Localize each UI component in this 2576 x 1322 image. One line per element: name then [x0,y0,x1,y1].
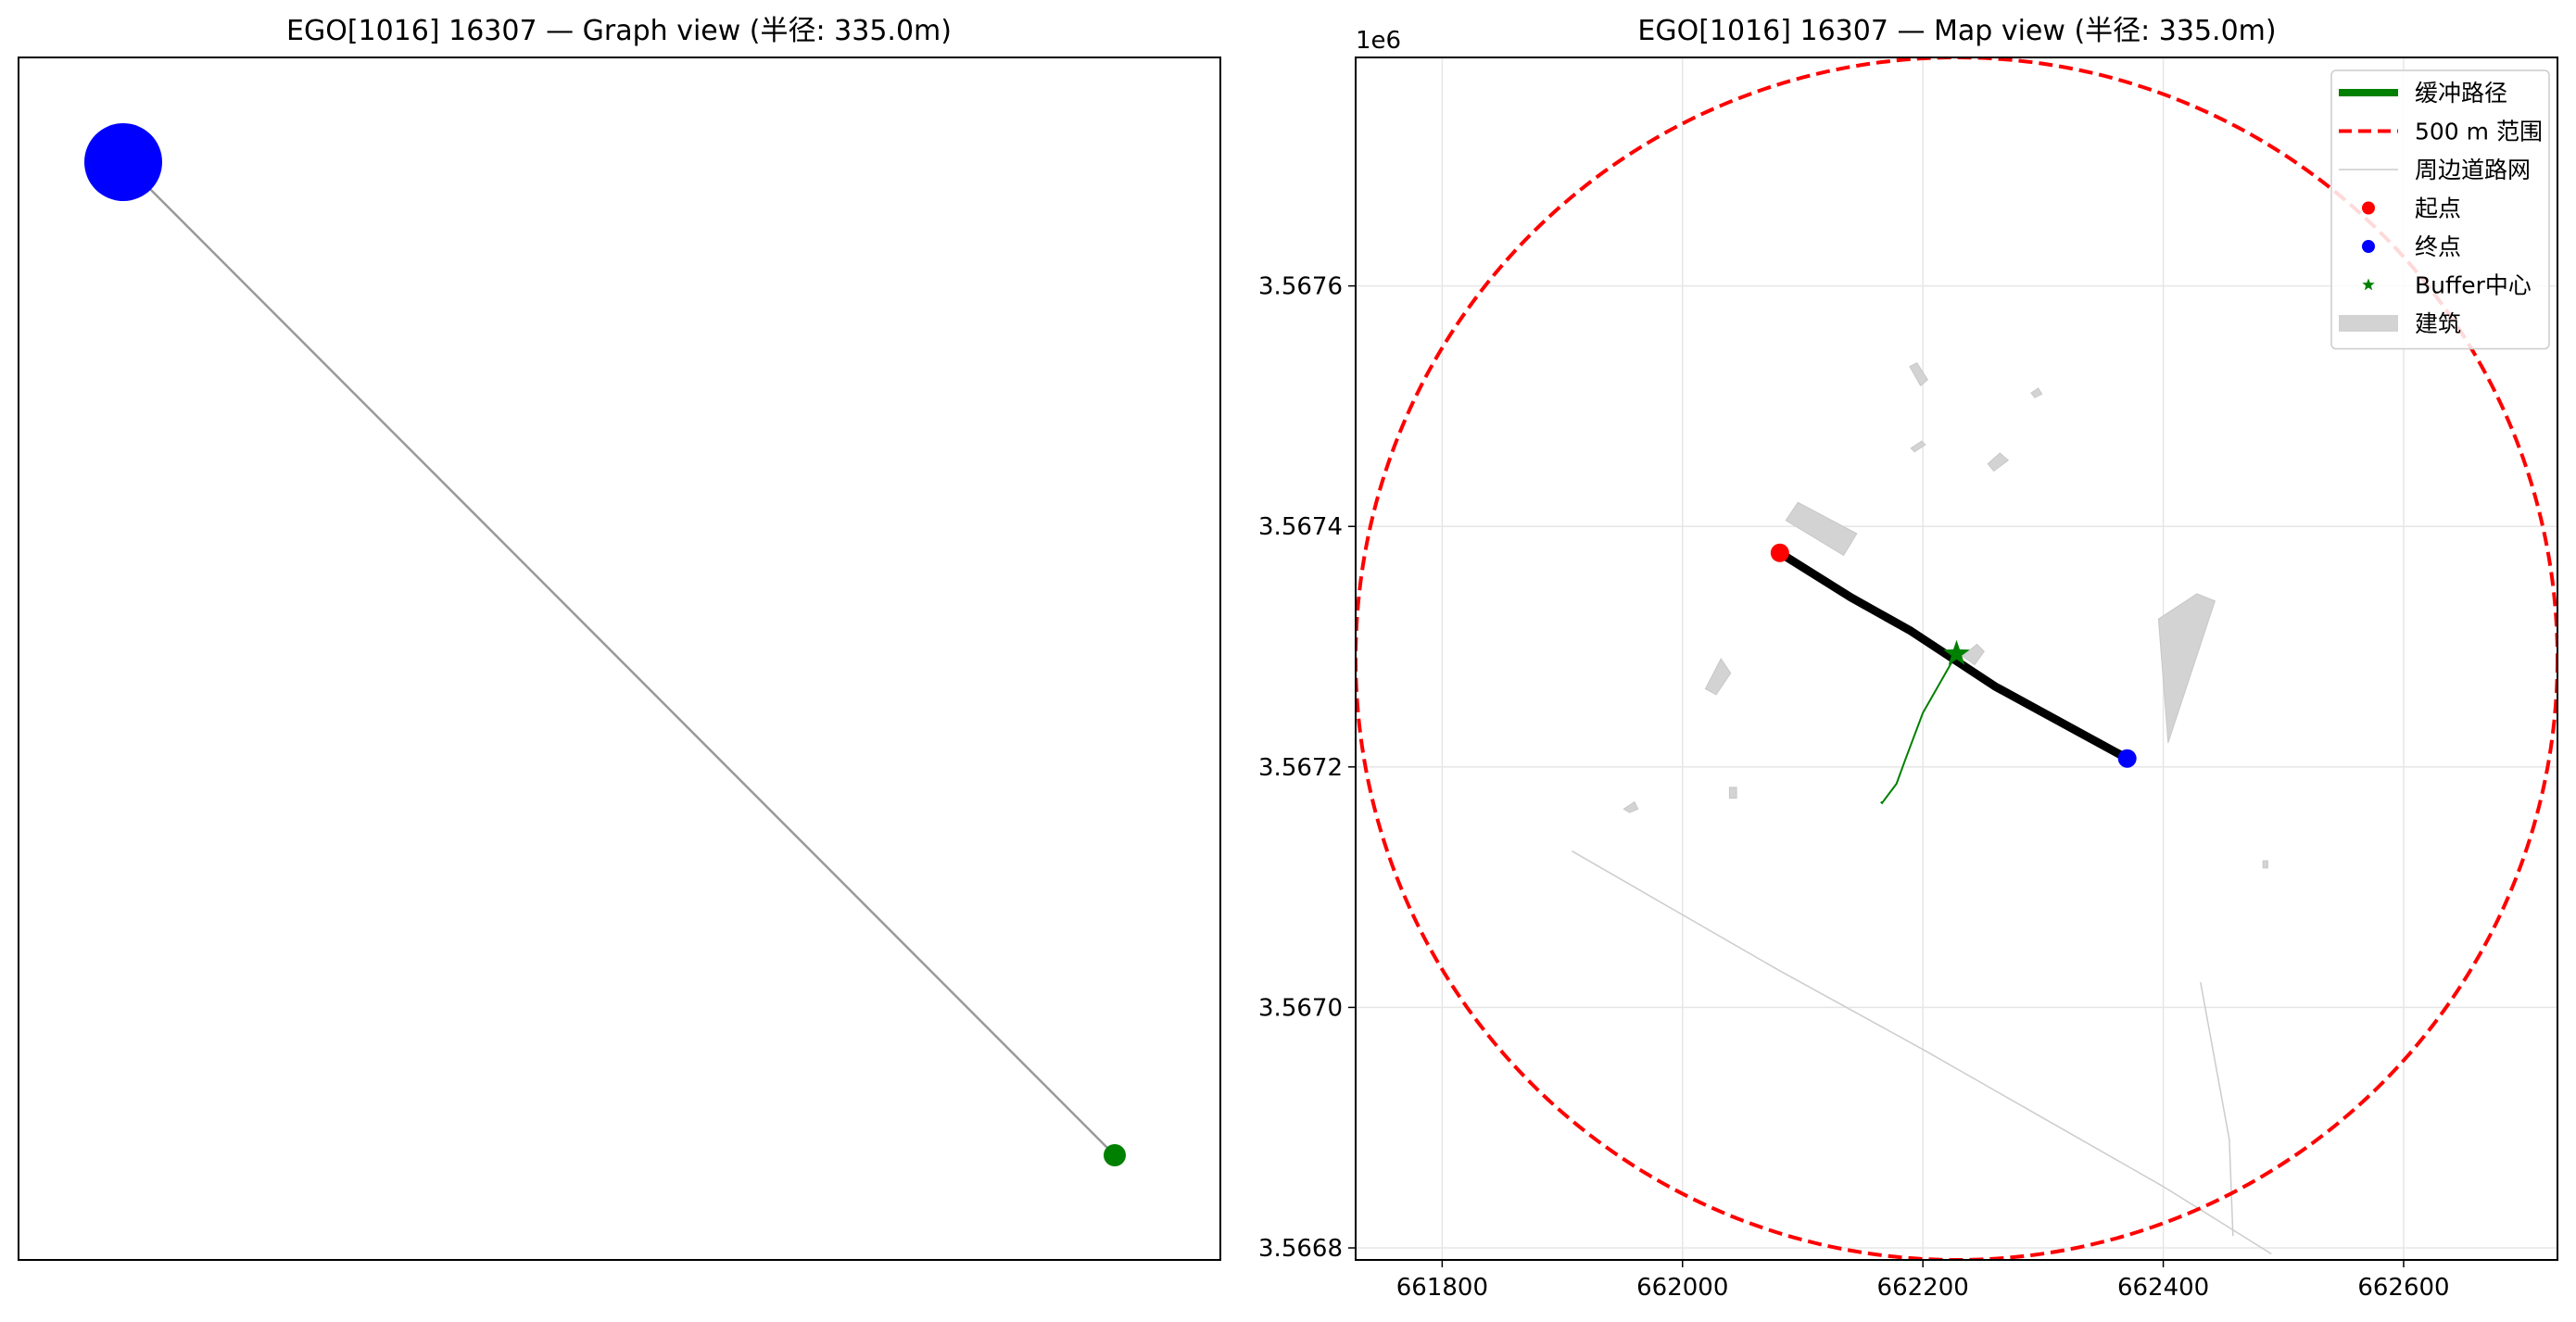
y-tick-label: 3.5672 [1258,754,1343,782]
building [1987,452,2010,472]
x-tick-label: 662000 [1636,1274,1728,1302]
legend-swatch [2362,240,2375,253]
building [1623,800,1639,813]
graph-view-frame [18,57,1221,1261]
legend-item: 起点 [2362,195,2461,222]
graph-edges [122,161,1116,1156]
map-view-frame [1355,57,2558,1261]
main-route [1775,548,2132,763]
legend-label: 缓冲路径 [2415,80,2507,107]
x-tick-label: 662200 [1877,1274,1969,1302]
buildings [1623,362,2268,869]
building [2157,593,2216,744]
route-points-layer [1770,543,2137,768]
building [1909,362,1929,387]
legend-box [2330,69,2550,350]
legend-swatch [2362,278,2375,291]
graph-view-panel: EGO[1016] 16307 — Graph view (半径: 335.0m… [18,15,1221,1261]
building [1728,787,1737,799]
legend-swatch [2339,315,2398,332]
legend-swatch [2362,201,2375,215]
legend-label: 周边道路网 [2415,157,2531,183]
legend-item: 缓冲路径 [2339,80,2507,107]
y-tick-label: 3.5674 [1258,513,1343,541]
legend-item: Buffer中心 [2362,272,2532,299]
graph-node-ego [84,123,162,201]
map-view-title: EGO[1016] 16307 — Map view (半径: 335.0m) [1637,15,2276,47]
building [1910,440,1926,453]
road-segment [1572,850,2272,1255]
building [1962,643,1985,666]
legend-label: 起点 [2415,195,2461,222]
legend-item: 周边道路网 [2339,157,2531,183]
buffer-path-layer [1880,653,1958,805]
y-tick-label: 3.5670 [1258,994,1343,1022]
road-segment [2200,982,2234,1237]
building [2262,860,2268,869]
end-point [2117,749,2137,768]
x-tick-label: 661800 [1396,1274,1488,1302]
y-tick-label: 3.5668 [1258,1235,1343,1263]
graph-edge [122,161,1116,1156]
x-tick-label: 662400 [2117,1274,2209,1302]
y-axis-ticks: 3.5668 3.5670 3.5672 3.5674 3.5676 [1258,273,1356,1263]
road-network [1572,850,2272,1255]
building [2030,387,2043,398]
graph-view-title: EGO[1016] 16307 — Graph view (半径: 335.0m… [286,15,952,47]
buffer-center-star [1943,639,1970,665]
y-axis-offset-label: 1e6 [1356,27,1401,55]
start-point [1770,543,1789,562]
graph-node-neighbor [1104,1144,1126,1166]
legend-label: 500 m 范围 [2415,119,2543,145]
y-tick-label: 3.5676 [1258,273,1343,301]
graph-nodes [84,123,1126,1166]
building [1704,658,1732,696]
buffer-path [1880,653,1958,805]
legend-label: 终点 [2415,233,2461,260]
legend-item: 500 m 范围 [2339,119,2543,145]
legend-item: 终点 [2362,233,2461,260]
legend-item: 建筑 [2339,310,2461,337]
route-layer [1775,548,2132,763]
legend-label: Buffer中心 [2415,272,2532,299]
x-tick-label: 662600 [2357,1274,2449,1302]
building [1785,501,1858,557]
map-view-panel: EGO[1016] 16307 — Map view (半径: 335.0m) … [1258,15,2558,1302]
x-axis-ticks: 661800 662000 662200 662400 662600 [1396,1260,2450,1302]
legend-label: 建筑 [2415,310,2461,337]
